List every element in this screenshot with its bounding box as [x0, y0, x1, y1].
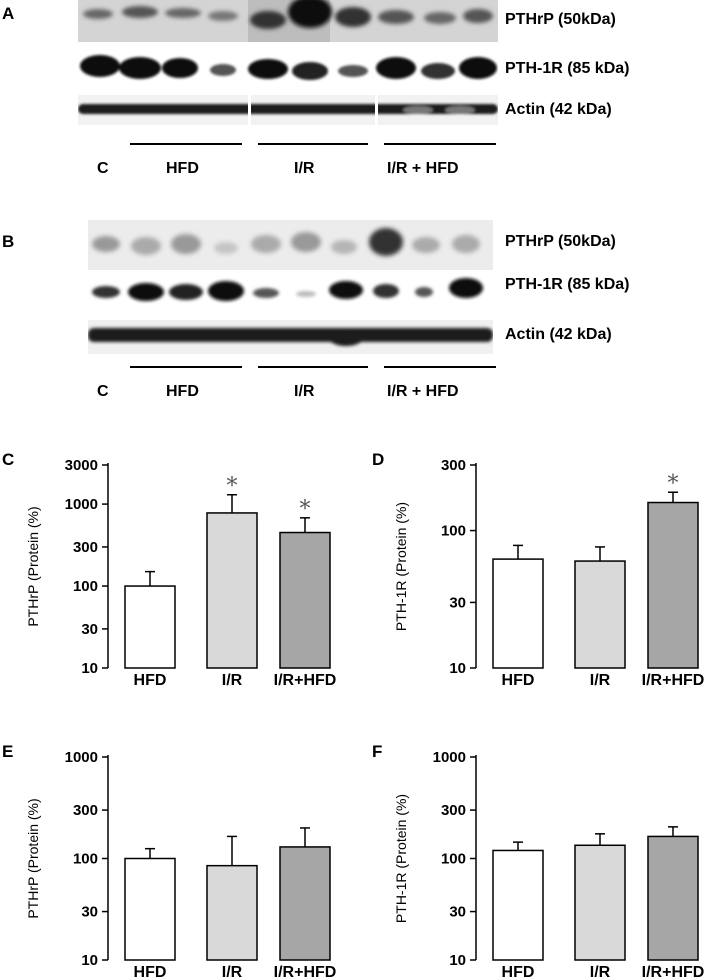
x-category-label: I/R [222, 672, 243, 689]
y-tick-label: 1000 [433, 749, 466, 766]
group-label-control-a: C [97, 160, 109, 177]
group-line-hfd-a [130, 143, 242, 145]
group-line-ir-b [258, 366, 368, 368]
band-label-pthrp-b: PTHrP (50kDa) [505, 233, 616, 250]
bar-i-r-hfd [647, 501, 699, 669]
panel-letter-b: B [2, 232, 15, 251]
y-tick-label: 30 [449, 904, 466, 921]
y-axis-label: PTH-1R (Protein (%) [393, 502, 409, 631]
group-label-ir-b: I/R [294, 383, 315, 400]
x-category-label: I/R+HFD [642, 672, 705, 689]
panel-letter-a: A [2, 4, 15, 23]
panel-letter-d: D [372, 450, 385, 469]
significance-marker: * [668, 471, 679, 496]
bar-hfd [124, 585, 176, 669]
group-label-irhfd-b: I/R + HFD [387, 383, 459, 400]
panel-letter-c: C [2, 450, 15, 469]
bar-i-r [206, 864, 258, 961]
x-category-label: I/R+HFD [274, 672, 337, 689]
y-tick-label: 100 [441, 851, 466, 868]
y-tick-label: 10 [81, 660, 98, 677]
group-label-hfd-a: HFD [166, 160, 199, 177]
x-category-label: HFD [502, 672, 535, 689]
bar-i-r-hfd [279, 846, 331, 961]
band-label-pthrp-a: PTHrP (50kDa) [505, 11, 616, 28]
y-axis-label: PTH-1R (Protein (%) [393, 794, 409, 923]
y-tick-label: 1000 [65, 749, 98, 766]
bar-chart-d: PTH-1R (Protein (%) 10 30 100 300 HFD I/R * I/R+… [368, 450, 704, 689]
y-axis-label: PTHrP (Protein (%) [25, 506, 41, 626]
y-tick-label: 30 [81, 904, 98, 921]
bar-i-r [574, 844, 626, 961]
y-tick-label: 300 [73, 802, 98, 819]
western-blot-b [88, 220, 493, 355]
panel-letter-e: E [2, 742, 14, 761]
y-axis-label: PTHrP (Protein (%) [25, 798, 41, 918]
group-label-hfd-b: HFD [166, 383, 199, 400]
bar-i-r [206, 512, 258, 669]
y-tick-label: 1000 [65, 496, 98, 513]
bar-chart-f: PTH-1R (Protein (%) 10 30 100 300 1000 HFD I/R I… [368, 742, 705, 977]
y-tick-label: 10 [449, 952, 466, 969]
significance-marker: * [227, 474, 238, 499]
bar-i-r-hfd [279, 531, 331, 669]
x-category-label: HFD [502, 964, 535, 977]
band-label-actin-a: Actin (42 kDa) [505, 101, 612, 118]
western-blot-a [78, 0, 498, 130]
x-category-label: I/R [590, 672, 611, 689]
band-label-actin-b: Actin (42 kDa) [505, 326, 612, 343]
y-tick-label: 300 [73, 539, 98, 556]
group-label-control-b: C [97, 383, 109, 400]
group-line-ir-a [258, 143, 368, 145]
y-tick-label: 10 [449, 660, 466, 677]
y-tick-label: 3000 [65, 457, 98, 474]
group-line-irhfd-b [384, 366, 496, 368]
bar-i-r-hfd [647, 835, 699, 961]
bar-hfd [124, 857, 176, 961]
x-category-label: HFD [134, 672, 167, 689]
y-tick-label: 10 [81, 952, 98, 969]
panel-letter-f: F [372, 742, 383, 761]
band-label-pth1r-b: PTH-1R (85 kDa) [505, 276, 630, 293]
y-tick-label: 300 [441, 457, 466, 474]
y-tick-label: 100 [73, 578, 98, 595]
x-category-label: I/R [590, 964, 611, 977]
x-category-label: I/R [222, 964, 243, 977]
bar-hfd [492, 849, 544, 961]
y-tick-label: 30 [81, 621, 98, 638]
y-tick-label: 100 [73, 851, 98, 868]
group-line-hfd-b [130, 366, 242, 368]
significance-marker: * [300, 497, 311, 522]
y-tick-label: 300 [441, 802, 466, 819]
y-tick-label: 30 [449, 594, 466, 611]
bar-i-r [574, 560, 626, 669]
bar-chart-c: PTHrP (Protein (%) 10 30 100 300 1000 3000 HFD *… [0, 450, 336, 689]
group-label-ir-a: I/R [294, 160, 315, 177]
x-category-label: I/R+HFD [642, 964, 705, 977]
y-tick-label: 100 [441, 523, 466, 540]
group-line-irhfd-a [384, 143, 496, 145]
band-label-pth1r-a: PTH-1R (85 kDa) [505, 60, 630, 77]
x-category-label: HFD [134, 964, 167, 977]
bar-hfd [492, 558, 544, 669]
bar-chart-e: PTHrP (Protein (%) 10 30 100 300 1000 HFD I/R I/… [0, 742, 337, 977]
x-category-label: I/R+HFD [274, 964, 337, 977]
group-label-irhfd-a: I/R + HFD [387, 160, 459, 177]
